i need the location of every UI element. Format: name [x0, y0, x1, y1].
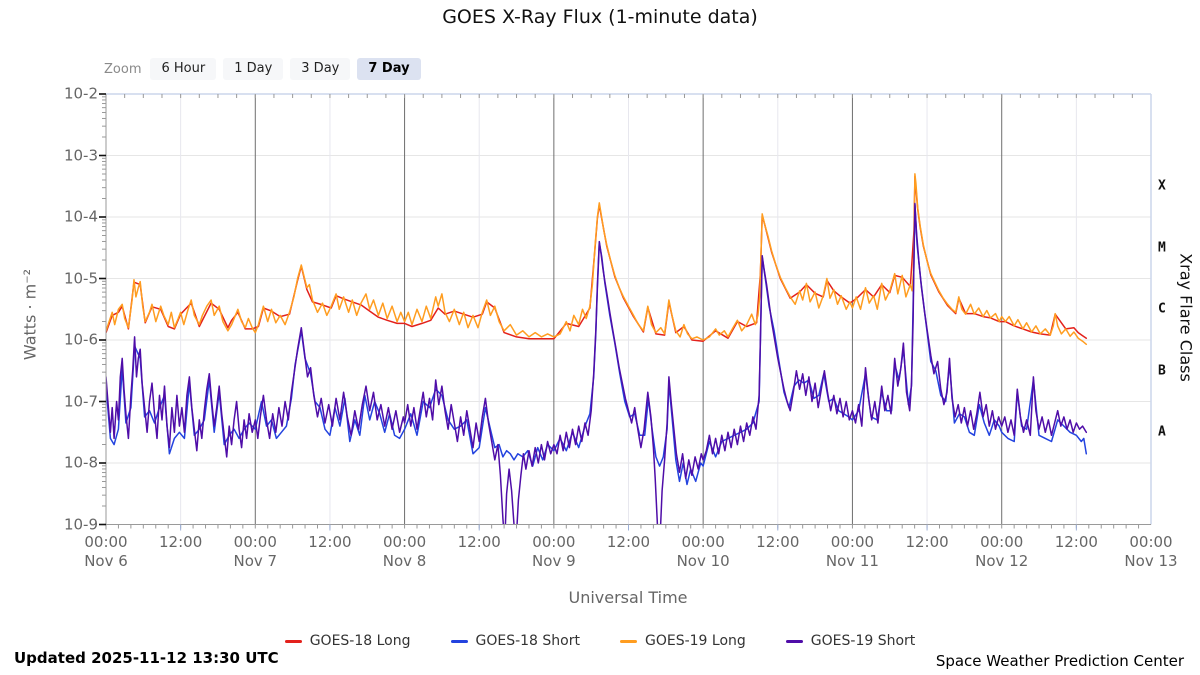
x-tick-label-noon: 12:00: [308, 533, 352, 551]
x-axis-title: Universal Time: [568, 588, 688, 607]
x-tick-date: Nov 6: [84, 552, 128, 570]
x-tick-label: 00:00 Nov 10: [643, 533, 763, 571]
y-axis-title: Watts · m⁻²: [20, 268, 40, 361]
x-tick-date: Nov 13: [1124, 552, 1178, 570]
y-tick-label: 10-2: [63, 84, 98, 103]
x-tick-time: 00:00: [980, 533, 1024, 551]
zoom-button-6hour[interactable]: 6 Hour: [150, 58, 217, 80]
x-tick-time: 00:00: [382, 533, 427, 551]
x-tick-time: 00:00: [233, 533, 277, 551]
y-tick-label: 10-4: [63, 207, 98, 226]
x-tick-date: Nov 9: [532, 552, 576, 570]
y-tick-label: 10-6: [63, 330, 98, 349]
axes: [99, 93, 1152, 531]
x-tick-time: 00:00: [681, 533, 725, 551]
credit-text: Space Weather Prediction Center: [935, 652, 1184, 670]
flare-class-axis-title: Xray Flare Class: [1176, 253, 1196, 382]
zoom-control: Zoom 6 Hour 1 Day 3 Day 7 Day: [104, 58, 421, 80]
x-tick-label-noon: 12:00: [905, 533, 949, 551]
x-tick-label-noon: 12:00: [756, 533, 800, 551]
updated-timestamp: Updated 2025-11-12 13:30 UTC: [14, 649, 279, 667]
zoom-label: Zoom: [104, 61, 142, 77]
flare-class-label-m: M: [1158, 240, 1166, 256]
chart-title: GOES X-Ray Flux (1-minute data): [442, 6, 758, 28]
legend-label: GOES-19 Short: [810, 633, 916, 649]
legend-item-goes-19-long[interactable]: GOES-19 Long: [620, 633, 746, 649]
x-tick-label: 00:00 Nov 13: [1091, 533, 1200, 571]
x-tick-time: 00:00: [532, 533, 576, 551]
x-tick-label: 00:00 Nov 8: [345, 533, 465, 571]
legend-label: GOES-18 Long: [309, 633, 411, 649]
x-tick-label-noon: 12:00: [1054, 533, 1098, 551]
legend-item-goes-18-long[interactable]: GOES-18 Long: [284, 633, 411, 649]
x-tick-time: 00:00: [1129, 533, 1173, 551]
zoom-button-7day[interactable]: 7 Day: [357, 58, 421, 80]
zoom-button-3day[interactable]: 3 Day: [290, 58, 351, 80]
x-tick-label-noon: 12:00: [159, 533, 203, 551]
y-tick-label: 10-8: [63, 453, 98, 472]
x-tick-label-noon: 12:00: [457, 533, 501, 551]
legend-label: GOES-18 Short: [475, 633, 581, 649]
series-line-goes-19-short: [106, 202, 1088, 525]
series-line-goes-19-long: [106, 173, 1088, 346]
flare-class-label-c: C: [1158, 301, 1166, 317]
x-tick-date: Nov 10: [676, 552, 730, 570]
legend-swatch: [450, 639, 468, 643]
x-tick-time: 00:00: [830, 533, 875, 551]
y-tick-label: 10-7: [63, 392, 98, 411]
x-tick-date: Nov 7: [233, 552, 278, 570]
legend: GOES-18 Long GOES-18 Short GOES-19 Long GOE…: [0, 633, 1200, 649]
zoom-button-1day[interactable]: 1 Day: [223, 58, 284, 80]
x-tick-label: 00:00 Nov 6: [46, 533, 166, 571]
y-tick-label: 10-3: [63, 146, 98, 165]
y-tick-label: 10-5: [63, 269, 98, 288]
legend-item-goes-19-short[interactable]: GOES-19 Short: [785, 633, 916, 649]
y-tick-label: 10-9: [63, 515, 98, 534]
series-line-goes-18-short: [106, 203, 1088, 486]
x-tick-label-noon: 12:00: [606, 533, 651, 551]
legend-swatch: [284, 639, 302, 643]
x-tick-label: 00:00 Nov 12: [942, 533, 1062, 571]
flare-class-label-a: A: [1158, 424, 1166, 440]
flare-class-label-x: X: [1158, 178, 1166, 194]
flare-class-label-b: B: [1158, 363, 1166, 379]
x-tick-date: Nov 8: [382, 552, 427, 570]
x-tick-label: 00:00 Nov 7: [195, 533, 315, 571]
x-tick-date: Nov 12: [975, 552, 1029, 570]
legend-swatch: [620, 639, 637, 643]
x-tick-date: Nov 11: [825, 552, 879, 570]
legend-item-goes-18-short[interactable]: GOES-18 Short: [450, 633, 581, 649]
x-tick-time: 00:00: [84, 533, 128, 551]
legend-swatch: [785, 639, 803, 643]
x-tick-label: 00:00 Nov 9: [494, 533, 614, 571]
legend-label: GOES-19 Long: [645, 633, 746, 649]
series-layer: [106, 173, 1088, 525]
x-tick-label: 00:00 Nov 11: [792, 533, 912, 571]
